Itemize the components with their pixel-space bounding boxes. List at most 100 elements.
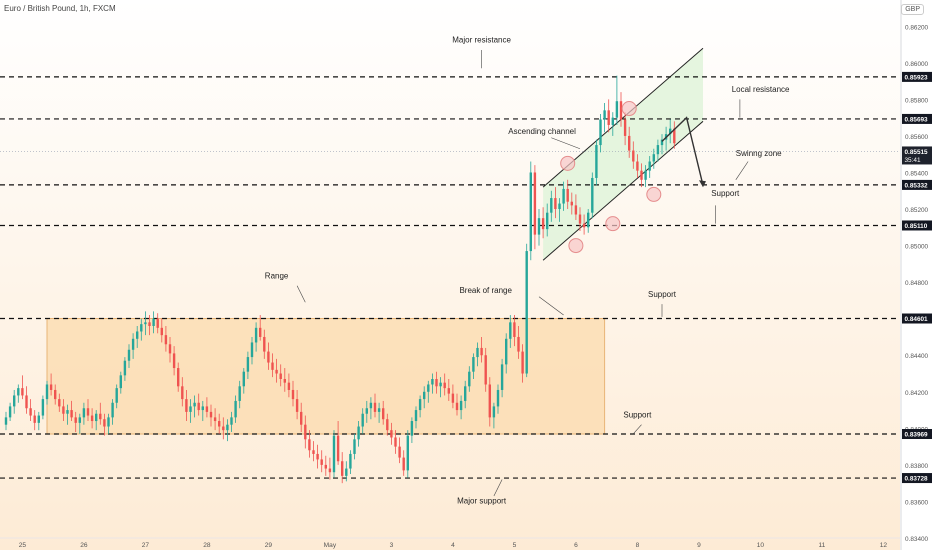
candle-body (300, 411, 303, 425)
candle-body (95, 413, 98, 422)
candle-body (82, 408, 86, 418)
candle-body (628, 135, 631, 151)
candle-body (615, 101, 619, 118)
candle-body (533, 172, 537, 235)
candle-body (336, 435, 340, 462)
candle-body (197, 402, 200, 411)
annotation-label: Major support (457, 496, 507, 505)
candle-body (587, 212, 590, 228)
candle-body (70, 410, 73, 418)
candle-body (447, 388, 450, 394)
candle-body (550, 198, 553, 213)
candle-body (427, 384, 430, 392)
candle-body (107, 417, 110, 427)
chart-title: Euro / British Pound, 1h, FXCM (4, 4, 116, 13)
price-label-text: 0.85923 (905, 75, 929, 82)
y-tick-label: 0.86000 (905, 61, 929, 68)
price-label-text: 0.85693 (905, 117, 929, 124)
price-label-box (902, 429, 932, 440)
candle-body (312, 450, 315, 454)
x-tick-label: 3 (390, 542, 394, 549)
candle-body (513, 322, 516, 337)
candle-body (160, 327, 163, 336)
price-label-box (902, 313, 932, 324)
candle-body (205, 406, 209, 412)
candle-body (472, 357, 475, 372)
candle-body (308, 439, 311, 451)
candle-body (377, 408, 381, 412)
candle-body (386, 419, 389, 431)
price-label-box (902, 179, 932, 190)
candle-body (349, 453, 352, 469)
y-tick-label: 0.86200 (905, 24, 929, 31)
candle-body (324, 464, 327, 469)
currency-badge[interactable]: GBP (901, 4, 924, 15)
candle-body (660, 139, 664, 146)
candle-body (484, 355, 487, 385)
candle-body (669, 128, 672, 135)
candle-body (599, 119, 602, 146)
candle-body (607, 110, 610, 125)
candle-body (480, 347, 483, 356)
candle-body (521, 351, 524, 374)
candle-body (111, 402, 114, 418)
candle-body (455, 402, 459, 411)
candle-body (234, 400, 237, 418)
candle-body (316, 453, 319, 460)
x-tick-label: 6 (574, 542, 578, 549)
annotation-pointer (493, 479, 503, 497)
candle-body (578, 214, 582, 224)
candle-body (459, 400, 463, 411)
candle-body (488, 384, 491, 418)
candle-body (103, 419, 106, 427)
projection-arrow (661, 116, 704, 186)
candle-body (443, 382, 446, 389)
candle-body (500, 364, 504, 390)
candle-body (181, 386, 184, 400)
candle-body (156, 318, 159, 328)
candle-body (320, 459, 323, 465)
candle-body (185, 399, 188, 412)
candle-body (123, 360, 127, 376)
annotation-pointer (633, 424, 642, 435)
annotation-label: Range (265, 271, 289, 280)
candle-body (193, 402, 196, 407)
y-tick-label: 0.84200 (905, 390, 929, 397)
candle-body (517, 336, 520, 352)
candle-body (250, 342, 254, 358)
x-tick-label: 25 (19, 542, 27, 549)
y-tick-label: 0.85600 (905, 134, 929, 141)
candle-body (287, 382, 291, 390)
candle-body (58, 399, 61, 407)
candle-body (476, 347, 479, 358)
candle-body (496, 389, 500, 407)
price-axis-panel (901, 0, 932, 550)
candle-body (41, 399, 45, 416)
candle-body (201, 406, 204, 411)
candle-body (242, 371, 245, 387)
candle-body (673, 128, 676, 144)
candle-body (213, 417, 217, 422)
candle-body (373, 402, 377, 412)
candle-body (54, 389, 57, 400)
highlight-circle (646, 186, 662, 202)
x-tick-label: 8 (636, 542, 640, 549)
annotation-label: Support (648, 290, 677, 299)
candle-body (640, 170, 643, 180)
y-tick-label: 0.83600 (905, 499, 929, 506)
candle-body (115, 388, 118, 403)
y-tick-label: 0.83400 (905, 536, 929, 543)
price-label-text: 0.84601 (905, 316, 929, 323)
x-tick-label: 29 (265, 542, 273, 549)
candle-body (8, 406, 12, 418)
candle-body (164, 335, 168, 345)
candle-body (435, 379, 438, 387)
candle-body (451, 393, 455, 403)
candle-body (558, 203, 561, 210)
candle-body (131, 338, 135, 350)
annotation-label: Support (711, 189, 740, 198)
last-price-box (902, 146, 932, 165)
candle-body (414, 410, 418, 422)
candle-body (636, 161, 639, 171)
